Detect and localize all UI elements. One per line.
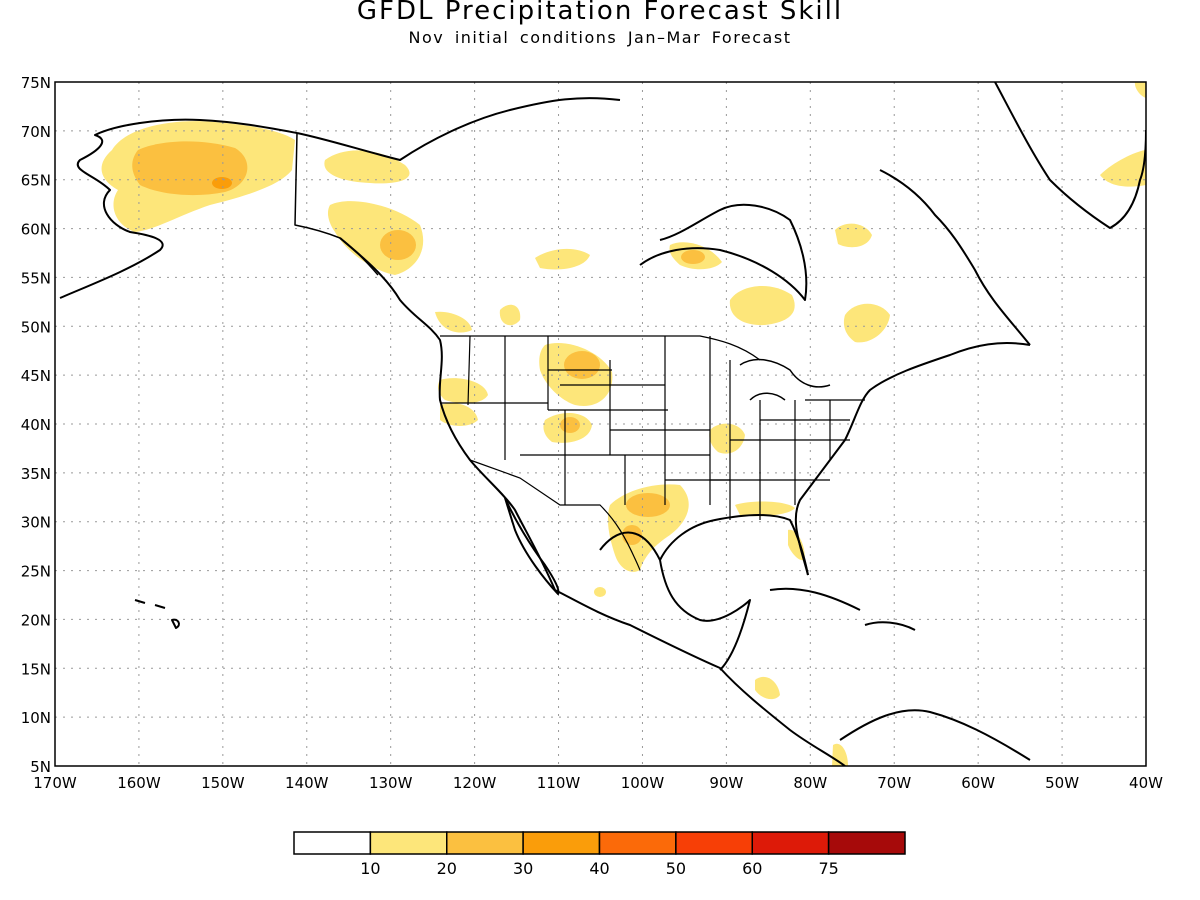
colorbar-swatch [751,831,830,855]
colorbar-swatch [598,831,677,855]
coastline-hispaniola [864,621,916,631]
colorbar-swatch [369,831,448,855]
map-subtitle: Nov initial conditions Jan–Mar Forecast [408,28,792,47]
coastlines [59,82,1146,766]
coastline-arctic [296,97,621,161]
coastline-cuba [769,587,861,611]
longitude-tick-label: 110W [537,774,581,792]
skill-region-greenland [1100,150,1146,187]
longitude-tick-label: 130W [369,774,413,792]
latitude-axis: 75N 70N 65N 60N 55N 50N 45N 40N 35N 30N 25N 20N 15N 1… [21,74,51,776]
skill-region-bc-20 [380,230,416,260]
border-us-canada [440,335,761,361]
longitude-tick-label: 120W [453,774,497,792]
skill-region-central-america [755,676,780,700]
skill-region-ncal [440,403,478,426]
colorbar-swatch [446,831,524,855]
skill-shading [101,82,1146,766]
skill-region-texas-20b [622,525,642,545]
colorbar-swatch [827,831,906,855]
skill-region-pnw [435,311,472,333]
skill-region-alaska-20 [132,141,248,196]
colorbar-label: 20 [437,859,457,878]
coastline-gulf-north [659,514,809,576]
colorbar-label: 10 [360,859,380,878]
skill-region-mexico [594,587,606,597]
political-borders [440,335,865,571]
colorbar-label: 30 [513,859,533,878]
colorbar-label: 50 [666,859,686,878]
skill-region-yukon [324,150,410,184]
map-title: GFDL Precipitation Forecast Skill [356,0,844,26]
latitude-tick-label: 50N [21,318,51,336]
map-gridlines [55,82,1146,766]
colorbar-swatch [675,831,753,855]
longitude-tick-label: 100W [621,774,665,792]
latitude-tick-label: 20N [21,611,51,629]
latitude-tick-label: 60N [21,221,51,239]
longitude-tick-label: 80W [793,774,827,792]
skill-region-greenland-n [1134,82,1146,98]
colorbar-label: 60 [742,859,762,878]
longitude-tick-label: 150W [201,774,245,792]
skill-region-wa [499,304,521,326]
coastline-baja [504,497,560,595]
latitude-tick-label: 5N [30,758,51,776]
skill-region-hudson-20 [681,250,705,264]
longitude-tick-label: 60W [961,774,995,792]
border-us-mexico [469,459,641,571]
longitude-tick-label: 90W [709,774,743,792]
latitude-tick-label: 15N [21,660,51,678]
latitude-tick-label: 70N [21,123,51,141]
coastline-alaska [59,118,298,299]
latitude-tick-label: 45N [21,367,51,385]
longitude-tick-label: 40W [1129,774,1163,792]
longitude-tick-label: 170W [33,774,77,792]
latitude-tick-label: 10N [21,709,51,727]
colorbar-swatch [293,831,372,855]
coastline-labrador [879,169,1031,346]
coastline-south-america [839,709,1031,761]
skill-region-midwest [709,423,745,454]
coastline-hawaii [134,599,180,629]
latitude-tick-label: 55N [21,269,51,287]
skill-region-central-canada [535,248,590,270]
longitude-tick-label: 70W [877,774,911,792]
skill-region-ontario [729,285,795,326]
latitude-tick-label: 65N [21,172,51,190]
coastline-hudson-bay [639,203,808,301]
coastline-pacific [339,237,846,766]
longitude-tick-label: 140W [285,774,329,792]
coastline-gulf [599,531,751,671]
state-lines-east [710,360,865,520]
latitude-tick-label: 25N [21,563,51,581]
skill-region-quebec [835,223,872,248]
longitude-tick-label: 50W [1045,774,1079,792]
latitude-tick-label: 40N [21,416,51,434]
colorbar-label: 75 [818,859,838,878]
state-lines-west [440,335,730,505]
coastline-atlantic [794,342,1031,576]
map-frame [54,81,1147,767]
skill-region-east-canada [843,303,890,343]
colorbar-swatch [522,831,601,855]
colorbar: 10 20 30 40 50 60 75 [293,831,906,878]
latitude-tick-label: 35N [21,465,51,483]
skill-region-florida [788,529,805,561]
coastline-greenland [994,82,1146,229]
skill-region-montana-20 [564,351,600,379]
longitude-tick-label: 160W [117,774,161,792]
skill-region-oregon [437,378,488,404]
skill-region-alaska-30 [212,177,232,189]
latitude-tick-label: 75N [21,74,51,92]
longitude-axis: 170W 160W 150W 140W 130W 120W 110W 100W 90W 80W 70… [33,774,1163,792]
colorbar-label: 40 [589,859,609,878]
great-lakes [739,358,831,401]
latitude-tick-label: 30N [21,514,51,532]
skill-region-texas-20 [626,493,670,517]
skill-region-colorado-20 [560,417,580,433]
skill-region-southeast [735,501,795,517]
